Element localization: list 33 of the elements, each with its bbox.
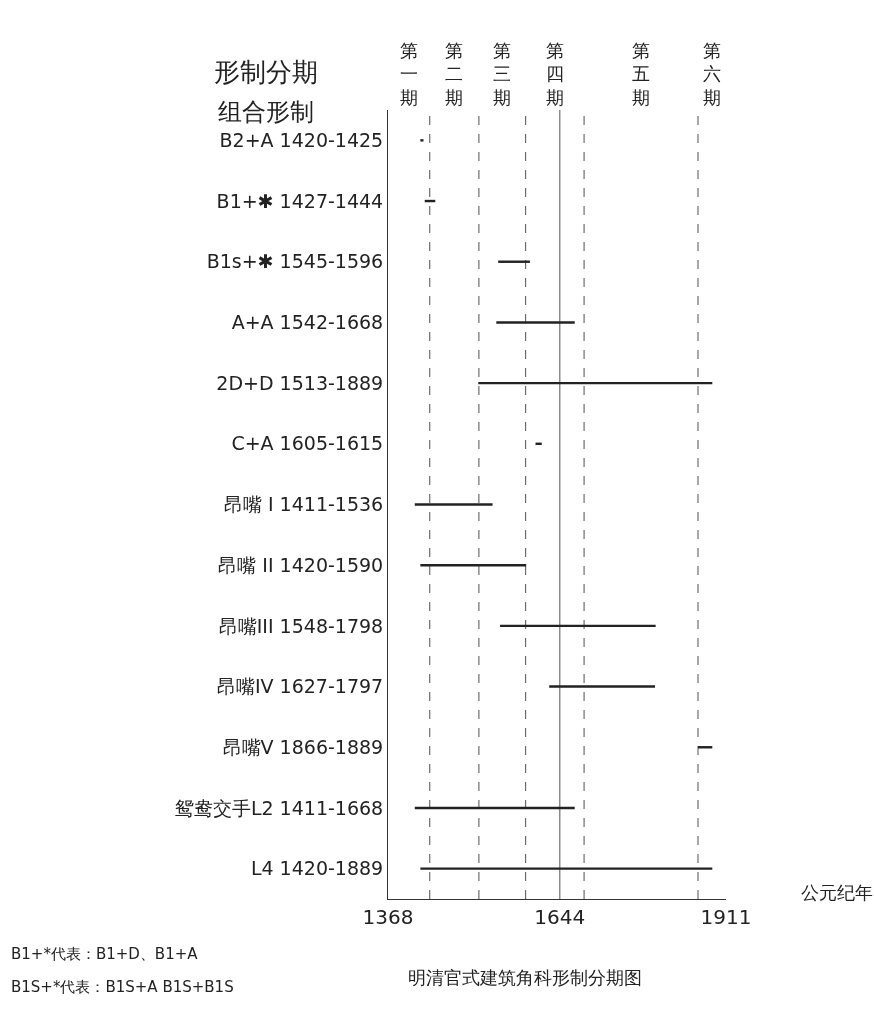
text: 组合形制: [218, 98, 314, 126]
y-tick-label: 昂嘴III 1548-1798: [218, 614, 384, 637]
text: B1S+*代表：B1S+A B1S+B1S: [11, 978, 234, 996]
bar: [549, 685, 656, 688]
y-tick-label: C+A 1605-1615: [231, 432, 384, 455]
band-label: 第六期: [703, 40, 721, 108]
x-tick-label: 1644: [534, 905, 586, 929]
band-label: 第二期: [445, 40, 463, 108]
y-tick-label: A+A 1542-1668: [231, 311, 384, 334]
bar: [414, 503, 493, 506]
x-axis-title: 公元纪年: [801, 882, 873, 903]
text: B1+*代表：B1+D、B1+A: [11, 945, 199, 963]
band-label: 第一期: [400, 40, 418, 108]
text: 形制分期: [214, 57, 318, 87]
band-label: 第五期: [632, 40, 650, 108]
x-tick-label: 1911: [700, 905, 752, 929]
y-tick-label: B1+✱ 1427-1444: [216, 189, 384, 212]
text: 明清官式建筑角科形制分期图: [408, 967, 642, 988]
y-tick-label: 昂嘴IV 1627-1797: [216, 675, 384, 698]
y-tick-label: 昂嘴 I 1411-1536: [223, 493, 384, 516]
bar: [420, 867, 713, 870]
band-label: 第四期: [546, 40, 564, 108]
y-tick-label: 昂嘴V 1866-1889: [222, 735, 384, 758]
y-tick-label: B1s+✱ 1545-1596: [206, 250, 384, 273]
y-tick-label: L4 1420-1889: [250, 857, 384, 880]
y-tick-label: 2D+D 1513-1889: [216, 371, 384, 394]
y-tick-label: 鸳鸯交手L2 1411-1668: [174, 796, 384, 819]
x-tick-label: 1368: [362, 905, 414, 929]
y-tick-label: B2+A 1420-1425: [219, 129, 384, 151]
bar: [496, 321, 575, 324]
band-label: 第三期: [493, 40, 511, 108]
y-tick-label: 昂嘴 II 1420-1590: [218, 553, 384, 576]
bar: [420, 139, 424, 142]
